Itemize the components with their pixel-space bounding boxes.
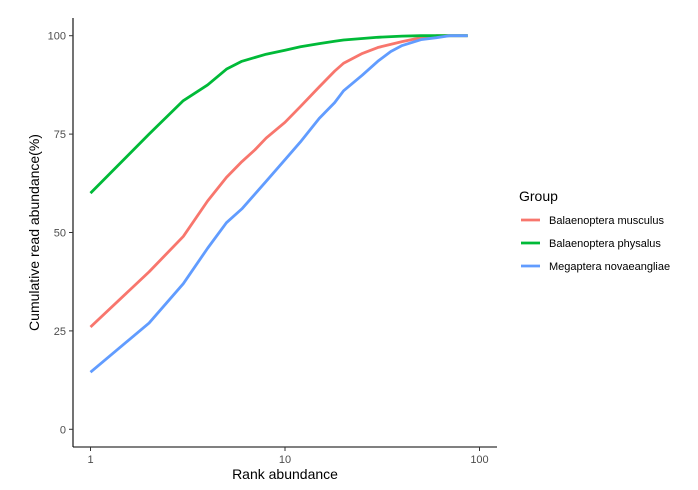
x-tick-label: 10 [279,454,291,466]
y-axis-ticks: 0 25 50 75 100 [48,31,73,436]
x-tick-label: 1 [87,454,93,466]
series-line-megaptera-novaeangliae [89,34,468,374]
y-tick-label: 25 [54,326,66,338]
x-axis-title: Rank abundance [232,466,338,482]
legend-title: Group [519,188,558,204]
y-tick-label: 0 [60,424,66,436]
x-axis-ticks: 1 10 100 [87,447,489,466]
legend: Group Balaenoptera musculusBalaenoptera … [519,188,670,273]
x-tick-label: 100 [470,454,488,466]
y-axis-title: Cumulative read abundance(%) [26,134,42,331]
series-layer [89,34,468,374]
y-tick-label: 75 [54,129,66,141]
legend-items: Balaenoptera musculus Balaenoptera physal… [521,215,670,273]
legend-label-balaenoptera-musculus: Balaenoptera musculus [549,215,664,227]
legend-label-balaenoptera-physalus: Balaenoptera physalus [549,238,661,250]
series-line-balaenoptera-musculus [89,34,468,328]
series-line-balaenoptera-physalus [89,34,468,195]
legend-label-megaptera-novaeangliae: Megaptera novaeangliae [549,261,670,273]
y-tick-label: 100 [48,31,66,43]
y-tick-label: 50 [54,228,66,240]
